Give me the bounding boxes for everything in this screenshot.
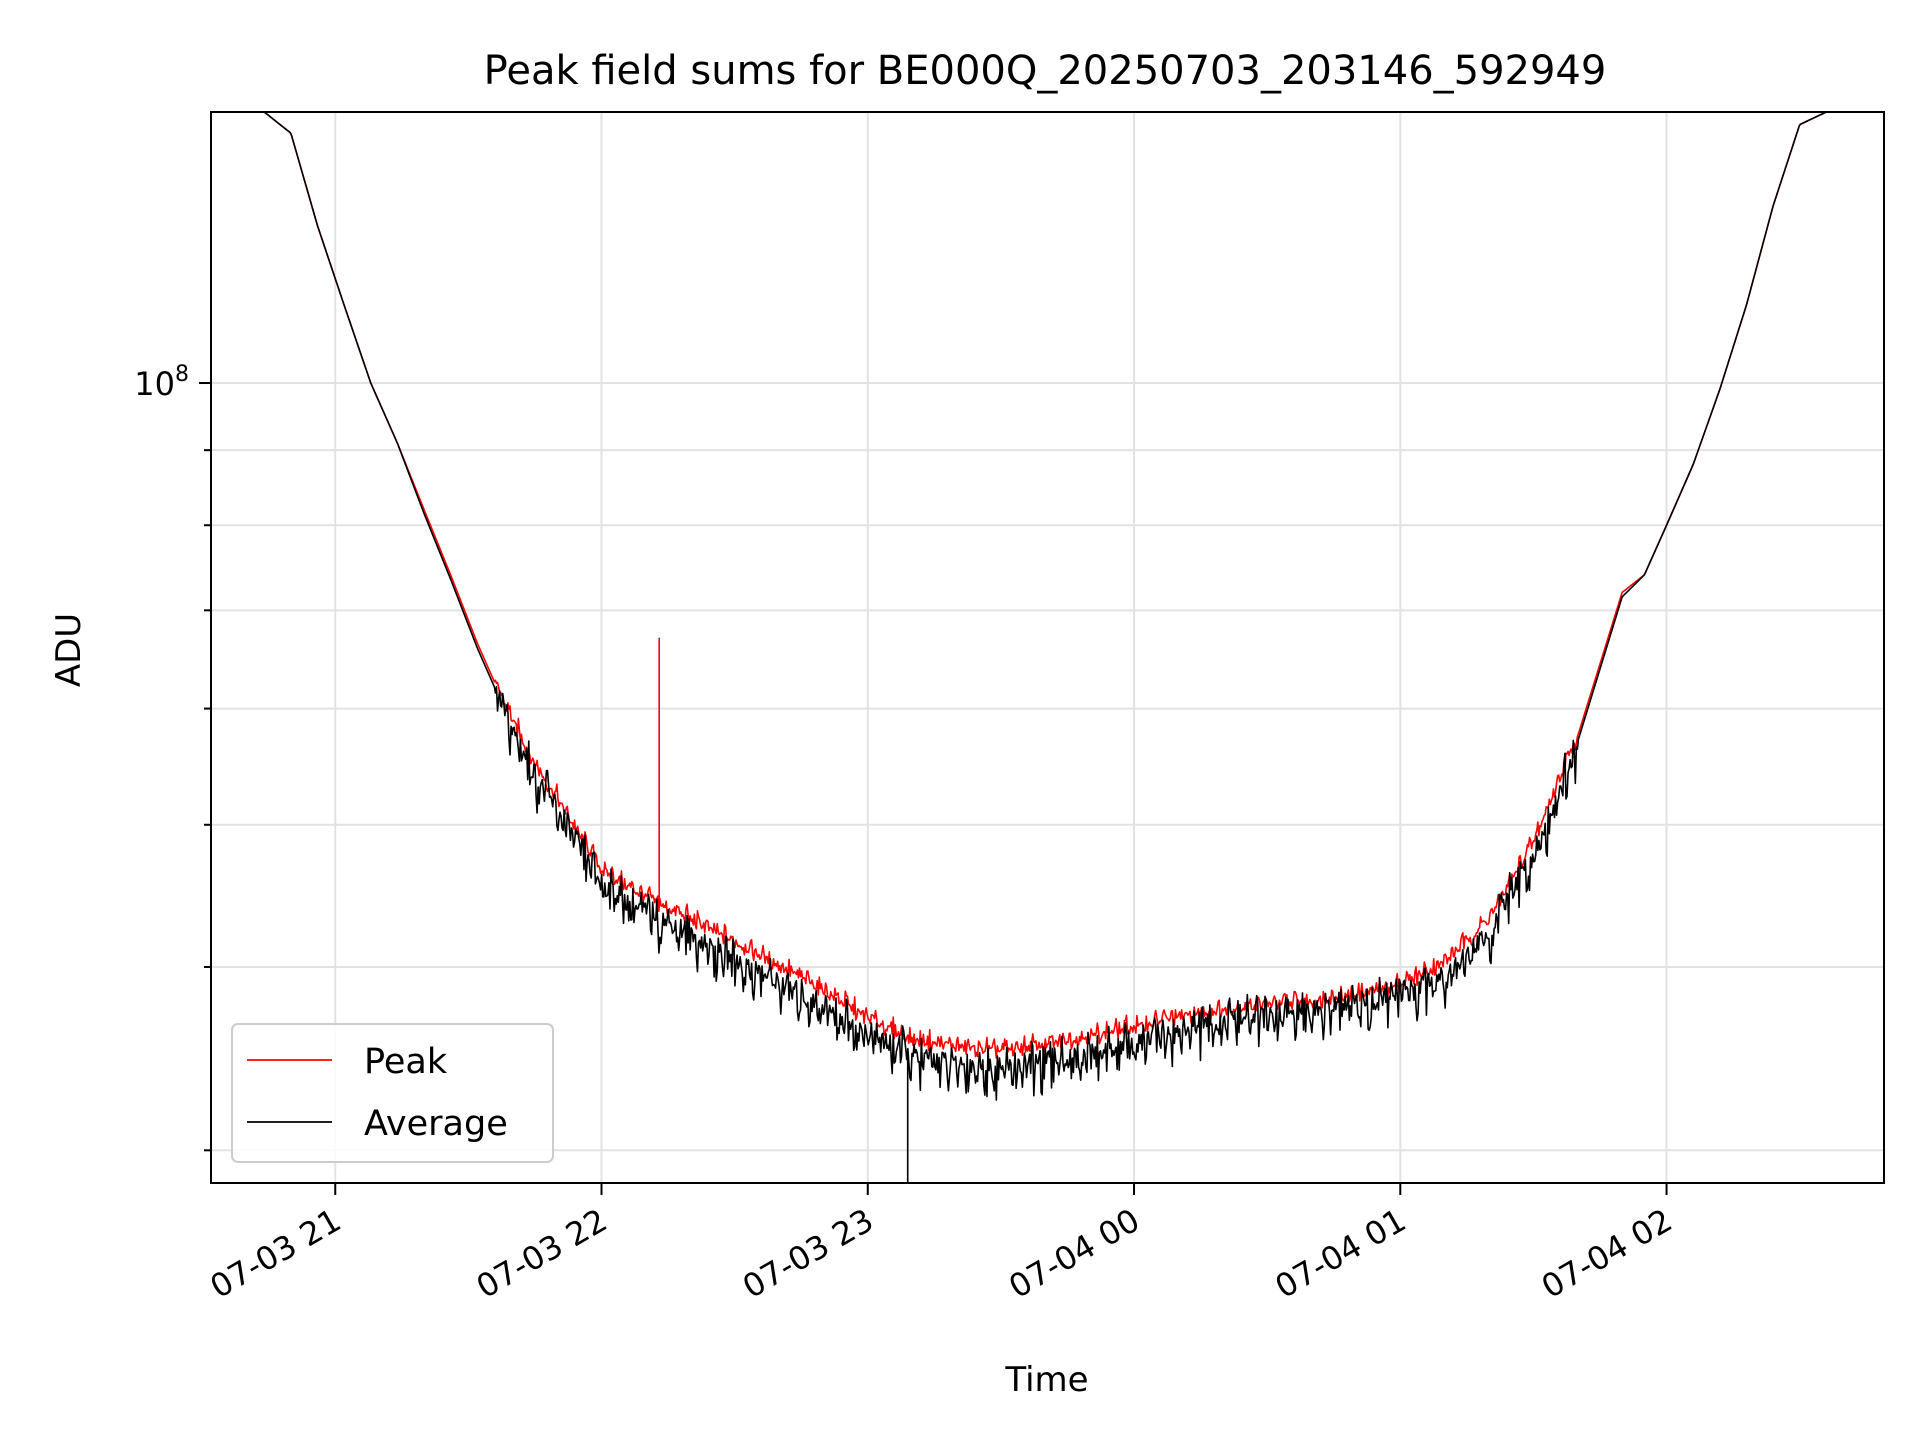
y-tick-label: 108 [134,362,189,403]
x-axis-label: Time [1004,1360,1088,1400]
plot-area [263,111,1827,1184]
axes-frame [210,111,1885,1184]
y-axis-label: ADU [49,613,89,687]
series-line-average [263,111,1827,1184]
grid [211,112,1884,1183]
y-axis: 108 [134,362,211,1152]
chart-title: Peak field sums for BE000Q_20250703_2031… [484,48,1607,94]
legend: Peak Average [231,1023,554,1163]
legend-box [231,1023,554,1163]
legend-average-label: Average [364,1104,508,1144]
legend-peak-label: Peak [364,1042,448,1082]
